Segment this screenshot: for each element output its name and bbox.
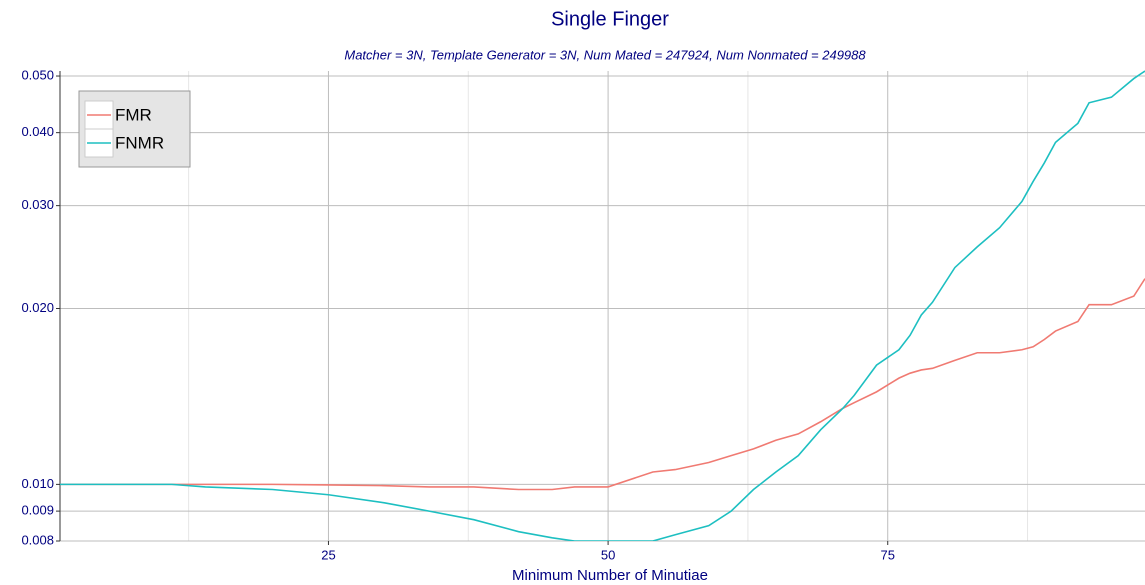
chart-subtitle: Matcher = 3N, Template Generator = 3N, N… [344,47,866,62]
x-tick-label: 25 [321,547,335,562]
y-tick-label: 0.010 [21,476,54,491]
series-line [60,278,1145,491]
y-tick-label: 0.040 [21,124,54,139]
legend-label: FNMR [115,133,164,152]
y-tick-label: 0.030 [21,197,54,212]
y-tick-label: 0.008 [21,532,54,547]
chart-title: Single Finger [551,8,669,30]
legend-label: FMR [115,105,152,124]
y-tick-label: 0.020 [21,300,54,315]
series-line [60,70,1145,541]
y-tick-label: 0.009 [21,503,54,518]
x-tick-label: 75 [880,547,894,562]
x-tick-label: 50 [601,547,615,562]
x-axis-label: Minimum Number of Minutiae [512,567,708,584]
y-tick-label: 0.050 [21,67,54,82]
